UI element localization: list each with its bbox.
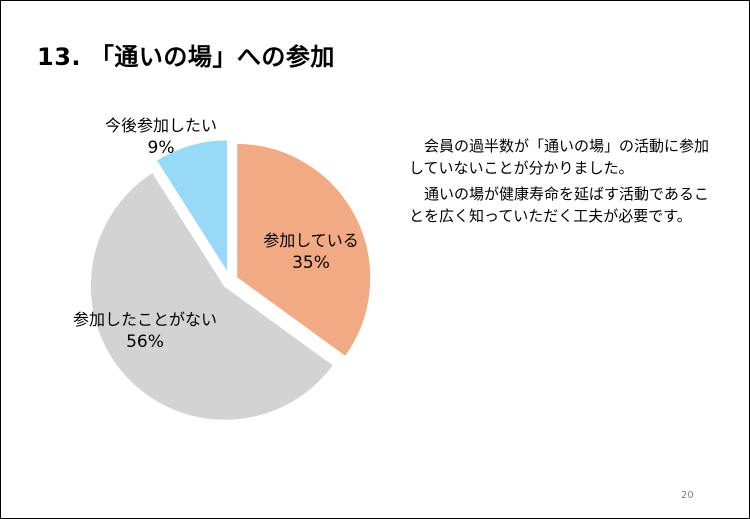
slide-title: 13. 「通いの場」への参加 <box>37 43 335 71</box>
page-number: 20 <box>681 490 694 501</box>
slice-label-never: 参加したことがない <box>73 310 217 329</box>
slice-participating <box>235 141 373 359</box>
slice-label-participating: 参加している <box>263 231 359 250</box>
note-paragraph-2: 通いの場が健康寿命を延ばす活動であることを広く知っていただく工夫が必要です。 <box>409 185 709 225</box>
notes: 会員の過半数が「通いの場」の活動に参加していないことが分かりました。 通いの場が… <box>409 135 709 231</box>
slice-percent-want-to-join: 9% <box>148 138 175 158</box>
note-paragraph-1: 会員の過半数が「通いの場」の活動に参加していないことが分かりました。 <box>409 137 710 177</box>
slice-never <box>88 170 336 422</box>
slice-want-to-join <box>154 138 230 278</box>
slice-percent-participating: 35% <box>292 253 330 273</box>
slice-percent-never: 56% <box>126 332 164 352</box>
slice-label-want-to-join: 今後参加したい <box>105 116 217 135</box>
